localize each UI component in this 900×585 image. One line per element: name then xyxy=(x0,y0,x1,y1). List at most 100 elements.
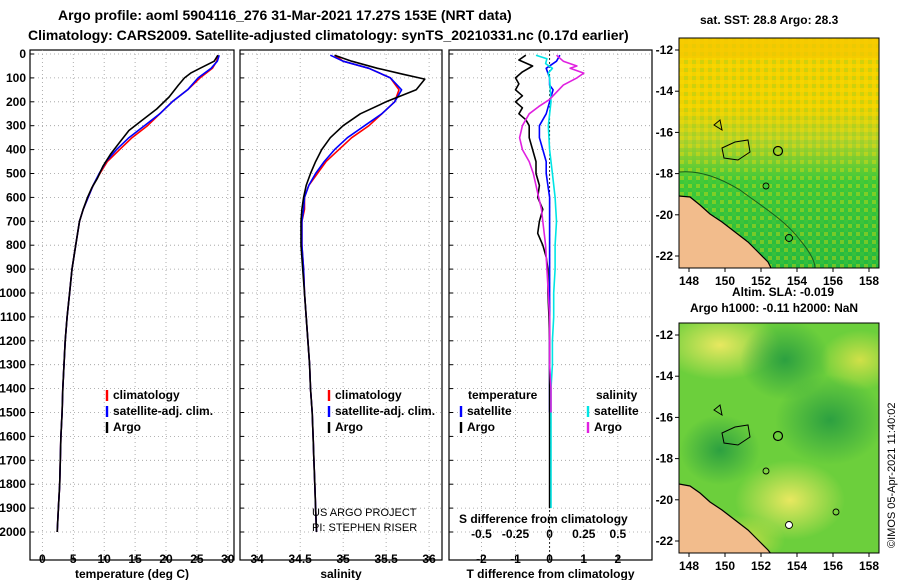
legend-label: climatology xyxy=(335,388,402,402)
map-lon-tick-label: 154 xyxy=(787,274,807,288)
depth-tick-label: 800 xyxy=(6,238,26,252)
x-tick-label: 0 xyxy=(39,552,46,566)
depth-tick-label: 1300 xyxy=(0,358,26,372)
series-line-argo xyxy=(300,54,426,533)
depth-tick-label: 600 xyxy=(6,190,26,204)
map-lon-tick-label: 148 xyxy=(679,559,699,573)
legend-label: climatology xyxy=(113,388,180,402)
map-lon-tick-label: 152 xyxy=(751,274,771,288)
x-tick-label: 25 xyxy=(190,552,204,566)
map-lon-tick-label: 152 xyxy=(751,559,771,573)
x-tick-label: 5 xyxy=(70,552,77,566)
depth-tick-label: 1400 xyxy=(0,382,26,396)
depth-tick-label: 400 xyxy=(6,143,26,157)
legend-label: Argo xyxy=(467,420,495,434)
map-lon-tick-label: 158 xyxy=(859,559,879,573)
sst-map-coastline xyxy=(679,195,772,268)
x-tick-label: 36 xyxy=(422,552,436,566)
depth-tick-label: 1700 xyxy=(0,453,26,467)
map-lat-tick-label: -20 xyxy=(656,493,674,507)
legend-header-salinity: salinity xyxy=(596,388,638,402)
sst-map xyxy=(678,37,880,269)
map-lat-tick-label: -16 xyxy=(656,125,674,139)
x-tick-label: 34 xyxy=(251,552,265,566)
sla-map-land xyxy=(679,484,771,553)
depth-tick-label: 500 xyxy=(6,167,26,181)
legend-label: satellite-adj. clim. xyxy=(335,404,435,418)
s-diff-tick-label: -0.5 xyxy=(471,527,492,541)
x-tick-label: 2 xyxy=(615,552,622,566)
x-tick-label: 15 xyxy=(128,552,142,566)
map-lon-tick-label: 148 xyxy=(679,274,699,288)
depth-tick-label: 100 xyxy=(6,71,26,85)
pi-annotation: PI: STEPHEN RISER xyxy=(312,522,417,534)
x-tick-label: 35 xyxy=(336,552,350,566)
map-lat-tick-label: -18 xyxy=(656,452,674,466)
project-annotation: US ARGO PROJECT xyxy=(312,507,417,519)
map-lon-tick-label: 150 xyxy=(715,274,735,288)
x-tick-label: -1 xyxy=(510,552,521,566)
map-lat-tick-label: -16 xyxy=(656,410,674,424)
sla-argo-marker xyxy=(772,430,784,442)
map-lon-tick-label: 154 xyxy=(787,559,807,573)
x-axis-label: salinity xyxy=(320,567,362,580)
figure-title-line1: Argo profile: aoml 5904116_276 31-Mar-20… xyxy=(58,7,512,23)
depth-tick-label: 1500 xyxy=(0,406,26,420)
x-tick-label: 34.5 xyxy=(288,552,312,566)
depth-tick-label: 1800 xyxy=(0,477,26,491)
s-diff-tick-label: 0.25 xyxy=(572,527,596,541)
map-lat-tick-label: -22 xyxy=(656,249,674,263)
sla-argo-title: Argo h1000: -0.11 h2000: NaN xyxy=(690,301,859,315)
s-diff-tick-label: 0.5 xyxy=(610,527,627,541)
temperature-plot-frame xyxy=(29,49,235,561)
map-lat-tick-label: -14 xyxy=(656,369,674,383)
series-line-salinity-satellite xyxy=(535,54,558,509)
sla-map-coastline xyxy=(679,483,772,553)
map-lon-tick-label: 158 xyxy=(859,274,879,288)
depth-tick-label: 1000 xyxy=(0,286,26,300)
legend-label: Argo xyxy=(113,420,141,434)
map-lat-tick-label: -22 xyxy=(656,534,674,548)
map-lat-tick-label: -12 xyxy=(656,328,674,342)
sla-map-title: Altim. SLA: -0.019 xyxy=(732,285,835,299)
legend-label: Argo xyxy=(594,420,622,434)
legend-label: satellite-adj. clim. xyxy=(113,404,213,418)
x-tick-label: 10 xyxy=(98,552,112,566)
depth-tick-label: 0 xyxy=(19,47,26,61)
sst-map-title: sat. SST: 28.8 Argo: 28.3 xyxy=(700,13,839,27)
sst-map-land xyxy=(679,196,771,268)
legend-label: satellite xyxy=(467,404,512,418)
legend-label: satellite xyxy=(594,404,639,418)
series-line-climatology xyxy=(56,55,219,533)
map-lon-tick-label: 156 xyxy=(823,274,843,288)
imos-credit: ©IMOS 05-Apr-2021 11:40:02 xyxy=(886,402,898,548)
map-lon-tick-label: 150 xyxy=(715,559,735,573)
map-lat-tick-label: -14 xyxy=(656,84,674,98)
map-lat-tick-label: -18 xyxy=(656,167,674,181)
s-diff-tick-label: 0 xyxy=(546,527,553,541)
x-tick-label: 0 xyxy=(546,552,553,566)
depth-tick-label: 2000 xyxy=(0,525,26,539)
x-tick-label: 35.5 xyxy=(374,552,398,566)
depth-tick-label: 700 xyxy=(6,214,26,228)
depth-tick-label: 1200 xyxy=(0,334,26,348)
map-lon-tick-label: 156 xyxy=(823,559,843,573)
series-line-temperature-argo xyxy=(514,54,551,509)
depth-tick-label: 300 xyxy=(6,119,26,133)
x-tick-label: 30 xyxy=(221,552,235,566)
difference-plot-frame xyxy=(448,49,653,561)
map-lat-tick-label: -12 xyxy=(656,43,674,57)
depth-tick-label: 1900 xyxy=(0,501,26,515)
x-axis-label: T difference from climatology xyxy=(466,567,634,580)
series-line-salinity-argo xyxy=(518,54,585,413)
depth-tick-label: 1100 xyxy=(0,310,26,324)
x-tick-label: 1 xyxy=(580,552,587,566)
map-lat-tick-label: -20 xyxy=(656,208,674,222)
figure-title-line2: Climatology: CARS2009. Satellite-adjuste… xyxy=(28,27,629,43)
depth-tick-label: 900 xyxy=(6,262,26,276)
x-tick-label: 20 xyxy=(159,552,173,566)
depth-tick-label: 200 xyxy=(6,95,26,109)
s-diff-axis-label: S difference from climatology xyxy=(459,512,628,526)
s-diff-tick-label: -0.25 xyxy=(502,527,530,541)
